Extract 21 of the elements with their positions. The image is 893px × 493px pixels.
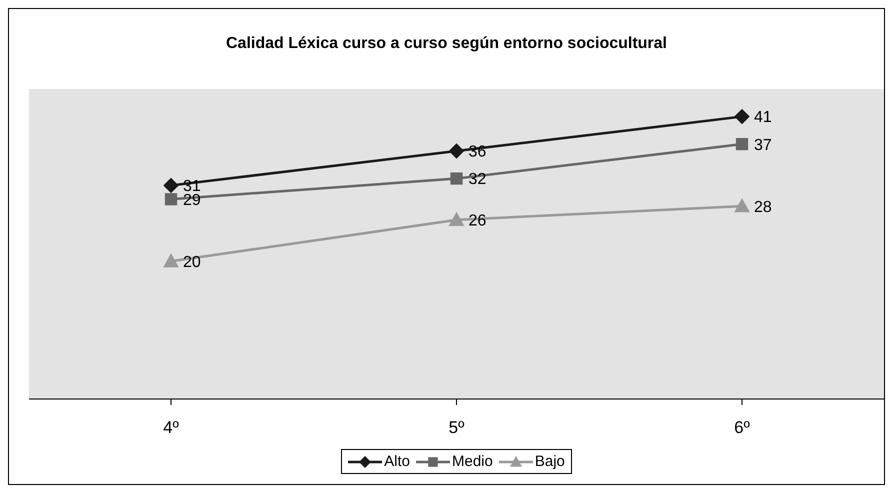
data-label: 26 <box>468 212 486 230</box>
point <box>450 172 463 185</box>
point <box>164 193 178 206</box>
x-tick-label: 6º <box>734 418 750 438</box>
legend-label: Bajo <box>534 453 565 470</box>
point <box>736 138 748 150</box>
data-label: 37 <box>754 136 772 154</box>
point <box>164 254 178 268</box>
legend-label: Alto <box>384 453 410 470</box>
point <box>449 144 464 158</box>
data-label: 41 <box>754 109 772 126</box>
x-tick-label: 4º <box>163 418 179 438</box>
point <box>734 109 750 124</box>
chart-title: Calidad Léxica curso a curso según entorno sociocultural <box>225 35 668 53</box>
x-tick-label: 5º <box>448 418 464 438</box>
point <box>734 198 750 212</box>
data-label: 20 <box>183 254 201 271</box>
point <box>164 178 178 193</box>
legend-label: Medio <box>452 453 493 470</box>
data-label: 28 <box>754 198 772 216</box>
point <box>449 212 464 226</box>
